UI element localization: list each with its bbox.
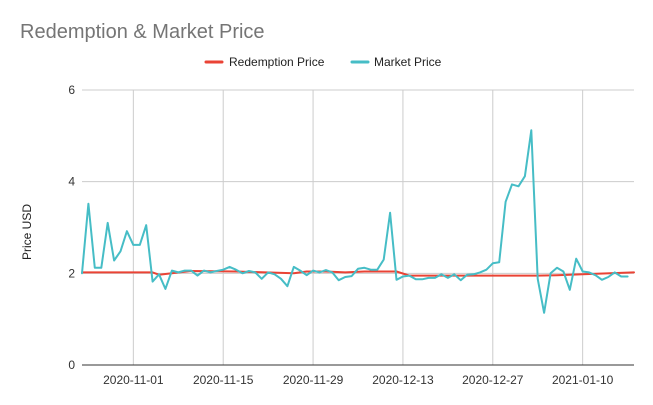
chart-title: Redemption & Market Price: [20, 21, 265, 43]
x-tick-label: 2020-11-01: [103, 373, 164, 387]
x-tick-label: 2021-01-10: [552, 373, 614, 387]
x-axis-ticks: 2020-11-01 2020-11-15 2020-11-29 2020-12-13…: [103, 373, 614, 387]
grid: [82, 89, 634, 365]
x-tick-label: 2020-11-15: [193, 373, 254, 387]
legend: Redemption Price Market Price: [204, 55, 442, 69]
y-axis-ticks: 0 2 4 6: [68, 83, 75, 372]
legend-item-redemption-price[interactable]: Redemption Price: [204, 55, 325, 69]
y-tick-label: 0: [68, 358, 75, 372]
y-tick-label: 2: [68, 266, 75, 280]
x-tick-label: 2020-11-29: [283, 373, 344, 387]
legend-label-market-price: Market Price: [374, 55, 442, 69]
x-tick-label: 2020-12-13: [372, 373, 434, 387]
y-tick-label: 6: [68, 83, 75, 97]
legend-label-redemption-price: Redemption Price: [229, 55, 325, 69]
legend-item-market-price[interactable]: Market Price: [350, 55, 442, 69]
y-axis-label: Price USD: [20, 204, 34, 260]
series-line-market-price: [81, 129, 629, 314]
y-tick-label: 4: [68, 175, 75, 189]
series: [81, 129, 635, 314]
x-tick-label: 2020-12-27: [462, 373, 524, 387]
